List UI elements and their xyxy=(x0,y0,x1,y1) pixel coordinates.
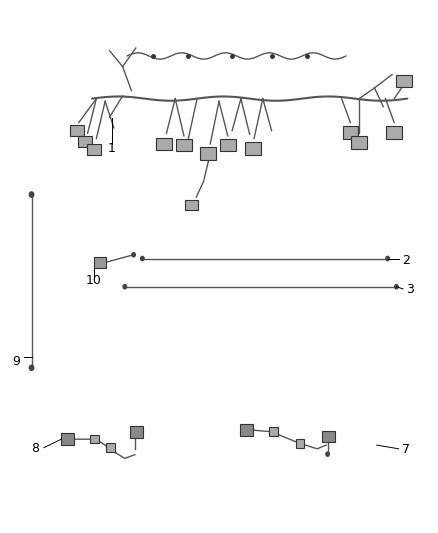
Circle shape xyxy=(132,253,135,257)
Text: 8: 8 xyxy=(31,442,39,455)
Text: 7: 7 xyxy=(402,443,410,456)
Text: 2: 2 xyxy=(402,254,410,267)
FancyBboxPatch shape xyxy=(87,144,101,155)
FancyBboxPatch shape xyxy=(176,139,192,151)
FancyBboxPatch shape xyxy=(396,75,412,87)
FancyBboxPatch shape xyxy=(61,433,74,445)
Circle shape xyxy=(29,192,34,197)
FancyBboxPatch shape xyxy=(90,435,99,443)
FancyBboxPatch shape xyxy=(185,200,198,210)
FancyBboxPatch shape xyxy=(156,138,172,150)
FancyBboxPatch shape xyxy=(130,426,143,438)
Text: 3: 3 xyxy=(406,283,413,296)
Text: 9: 9 xyxy=(12,354,20,368)
Circle shape xyxy=(386,256,389,261)
FancyBboxPatch shape xyxy=(220,139,236,151)
Text: 10: 10 xyxy=(85,273,101,287)
FancyBboxPatch shape xyxy=(78,136,92,147)
Circle shape xyxy=(141,256,144,261)
Text: 1: 1 xyxy=(107,142,115,155)
FancyBboxPatch shape xyxy=(94,257,106,268)
FancyBboxPatch shape xyxy=(106,443,115,452)
FancyBboxPatch shape xyxy=(200,147,216,160)
Circle shape xyxy=(326,452,329,456)
Circle shape xyxy=(395,285,398,289)
FancyBboxPatch shape xyxy=(245,142,261,155)
FancyBboxPatch shape xyxy=(322,431,335,442)
Circle shape xyxy=(123,285,127,289)
FancyBboxPatch shape xyxy=(351,136,367,149)
Circle shape xyxy=(29,365,34,370)
FancyBboxPatch shape xyxy=(296,439,304,448)
FancyBboxPatch shape xyxy=(386,126,402,139)
FancyBboxPatch shape xyxy=(70,125,84,136)
FancyBboxPatch shape xyxy=(343,126,358,139)
FancyBboxPatch shape xyxy=(269,427,278,436)
FancyBboxPatch shape xyxy=(240,424,253,436)
